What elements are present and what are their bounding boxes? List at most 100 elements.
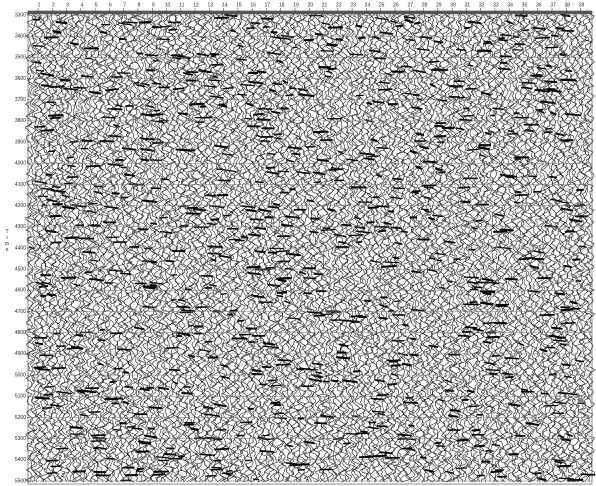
reflection-streak <box>249 234 260 235</box>
reflection-streak <box>337 39 342 40</box>
reflection-streak <box>461 202 469 203</box>
reflection-streak <box>422 185 435 186</box>
reflection-streak <box>315 423 326 424</box>
reflection-streak <box>123 22 136 23</box>
reflection-streak <box>100 330 104 331</box>
reflection-streak <box>48 294 56 295</box>
reflection-streak <box>282 225 293 226</box>
reflection-streak <box>53 187 60 188</box>
reflection-streak <box>201 454 215 455</box>
x-tick-label: 34 <box>507 2 513 8</box>
y-tick-label: 3900 <box>15 139 26 145</box>
y-tick-label: 4300 <box>15 224 26 230</box>
reflection-streak <box>354 371 360 372</box>
reflection-streak <box>415 23 420 24</box>
reflection-streak <box>166 261 174 262</box>
reflection-streak <box>499 68 510 69</box>
reflection-streak <box>49 151 55 152</box>
reflection-streak <box>370 50 380 51</box>
reflection-streak <box>401 66 410 67</box>
reflection-streak <box>269 207 278 208</box>
reflection-streak <box>394 179 402 180</box>
y-tick-label: 5000 <box>15 372 26 378</box>
reflection-streak <box>196 307 207 308</box>
reflection-streak <box>484 323 496 324</box>
reflection-streak <box>66 237 78 238</box>
reflection-streak <box>424 161 436 162</box>
reflection-streak <box>34 62 41 63</box>
reflection-streak <box>152 474 164 475</box>
reflection-streak <box>288 161 294 162</box>
reflection-streak <box>367 222 373 223</box>
reflection-streak <box>160 217 168 218</box>
reflection-streak <box>206 195 215 196</box>
reflection-streak <box>467 149 479 150</box>
reflection-streak <box>114 109 121 110</box>
reflection-streak <box>179 300 184 301</box>
reflection-streak <box>209 80 220 81</box>
reflection-streak <box>77 335 82 336</box>
reflection-streak <box>257 119 270 120</box>
reflection-streak <box>138 469 143 470</box>
x-tick-label: 12 <box>193 2 199 8</box>
reflection-streak <box>36 398 49 399</box>
reflection-streak <box>275 413 284 414</box>
reflection-streak <box>238 94 247 95</box>
x-tick-label: 29 <box>436 2 442 8</box>
reflection-streak <box>465 28 470 29</box>
reflection-streak <box>392 228 401 229</box>
x-tick-label: 18 <box>279 2 285 8</box>
reflection-streak <box>46 231 55 232</box>
reflection-streak <box>557 134 564 135</box>
reflection-streak <box>207 224 215 225</box>
reflection-streak <box>260 451 273 452</box>
reflection-streak <box>523 30 528 31</box>
x-tick-label: 20 <box>308 2 314 8</box>
reflection-streak <box>439 288 445 289</box>
reflection-streak <box>537 75 542 76</box>
y-tick-label: 4200 <box>15 203 26 209</box>
y-tick-label: 4700 <box>15 309 26 315</box>
reflection-streak <box>68 165 75 166</box>
reflection-streak <box>394 257 398 258</box>
reflection-streak <box>71 43 78 44</box>
reflection-streak <box>64 183 73 184</box>
reflection-streak <box>52 368 65 369</box>
x-tick-label: 9 <box>152 2 155 8</box>
reflection-streak <box>365 158 374 159</box>
y-tick-label: 3700 <box>15 97 26 103</box>
reflection-streak <box>378 426 387 427</box>
reflection-streak <box>566 114 580 115</box>
reflection-streak <box>141 159 148 160</box>
reflection-streak <box>515 195 527 196</box>
reflection-streak <box>239 321 244 322</box>
x-tick-label: 23 <box>350 2 356 8</box>
x-tick-label: 26 <box>393 2 399 8</box>
reflection-streak <box>182 393 191 394</box>
x-tick-label: 11 <box>179 2 184 8</box>
reflection-streak <box>493 108 503 109</box>
reflection-streak <box>533 473 541 474</box>
reflection-streak <box>500 56 510 57</box>
reflection-streak <box>561 80 575 81</box>
reflection-streak <box>316 34 322 35</box>
y-tick-label: 3800 <box>15 118 26 124</box>
reflection-streak <box>277 251 290 252</box>
reflection-streak <box>372 139 377 141</box>
reflection-streak <box>191 429 198 430</box>
reflection-streak <box>472 430 479 431</box>
reflection-streak <box>357 26 361 27</box>
reflection-streak <box>205 117 212 118</box>
reflection-streak <box>190 104 203 105</box>
reflection-streak <box>555 461 561 462</box>
reflection-streak <box>258 71 265 72</box>
x-tick-label: 7 <box>123 2 126 8</box>
reflection-streak <box>501 229 513 230</box>
reflection-streak <box>505 358 519 359</box>
reflection-streak <box>382 266 396 267</box>
reflection-streak <box>246 210 255 211</box>
reflection-streak <box>208 253 221 254</box>
reflection-streak <box>49 115 63 116</box>
y-axis-label-text: Time <box>5 229 9 253</box>
reflection-streak <box>484 342 491 343</box>
